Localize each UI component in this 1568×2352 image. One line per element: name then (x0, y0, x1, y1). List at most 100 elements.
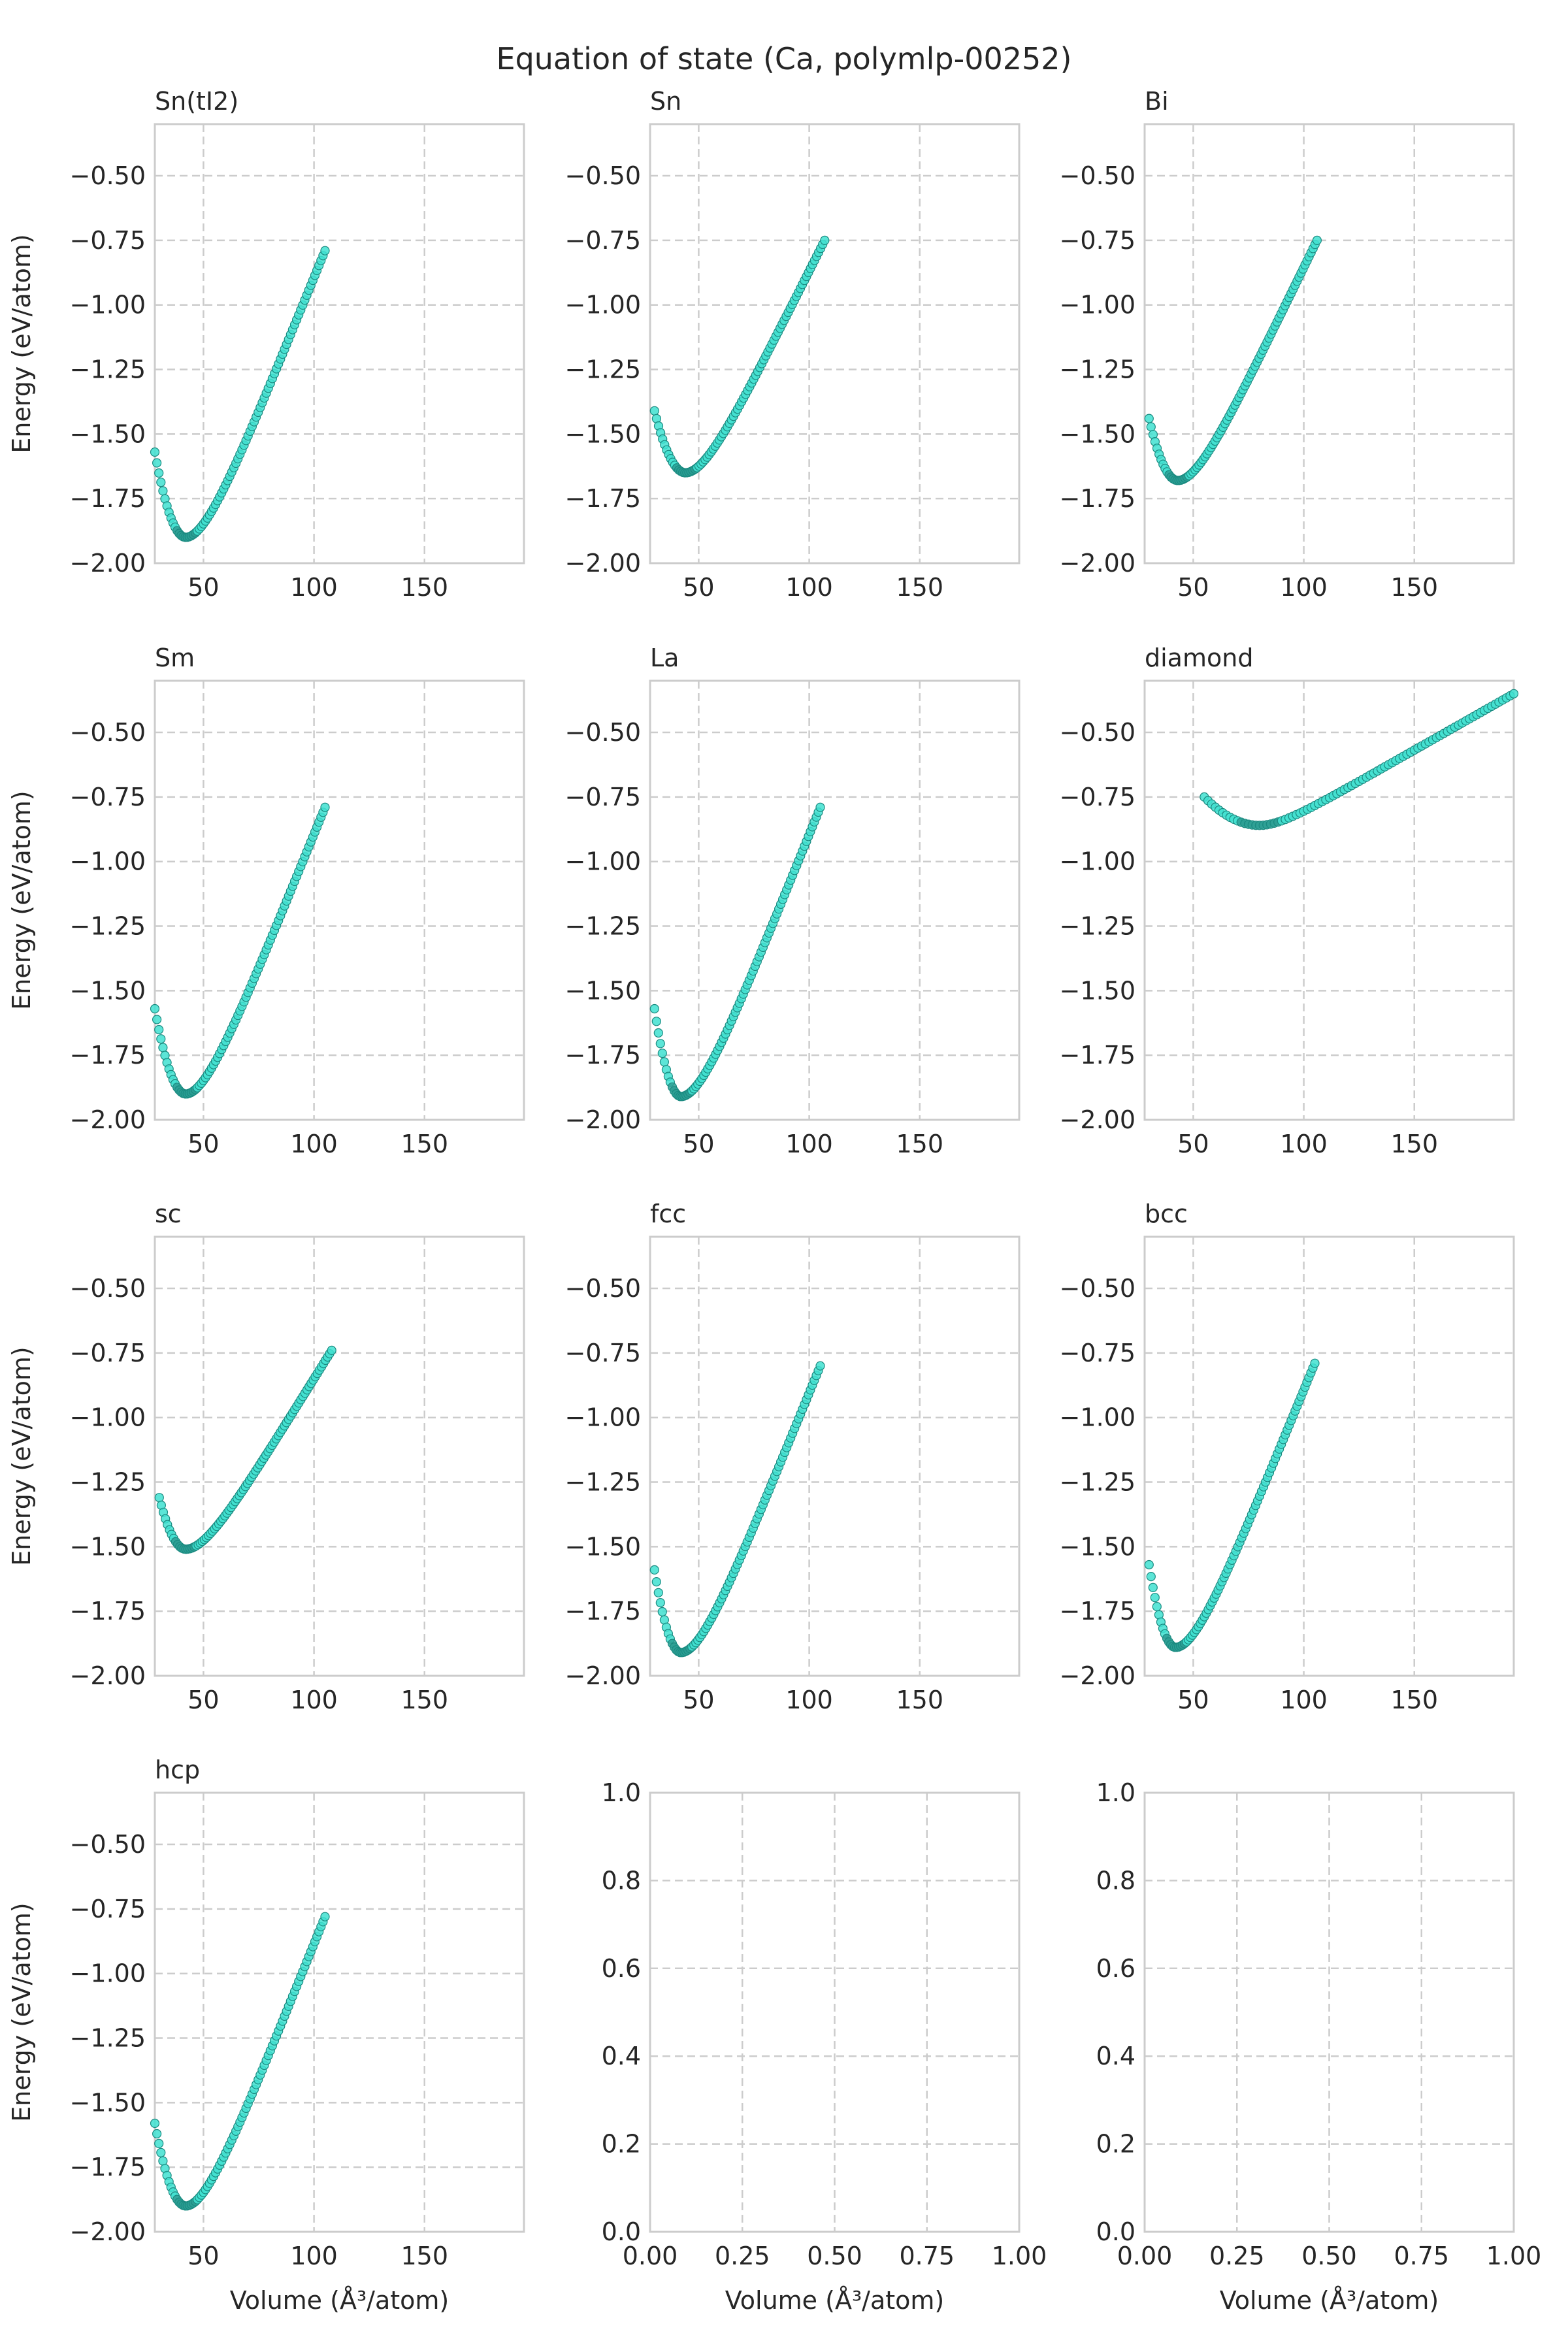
x-tick-label: 150 (400, 573, 448, 602)
x-tick-label: 0.75 (1394, 2242, 1449, 2270)
x-tick-label: 50 (188, 1686, 219, 1714)
y-tick-label: −1.00 (565, 847, 641, 876)
x-tick-label: 50 (188, 573, 219, 602)
y-tick-label: −1.50 (70, 2088, 146, 2117)
y-tick-label: −1.00 (70, 847, 146, 876)
data-point (657, 1048, 667, 1058)
data-series (150, 246, 330, 542)
y-tick-label: −2.00 (70, 549, 146, 578)
data-series (649, 802, 825, 1102)
y-tick-label: −0.75 (1060, 1339, 1135, 1367)
x-tick-label: 50 (1177, 1130, 1209, 1158)
subplot-sn: 50 100 150 −2.00 −1.75 −1.50 −1.25 −1.00 −0.75 −0… (565, 87, 1021, 602)
x-tick-label: 150 (1390, 573, 1438, 602)
x-tick-label: 50 (1177, 573, 1209, 602)
subplot-la: 50 100 150 −2.00 −1.75 −1.50 −1.25 −1.00 −0.75 −0… (565, 644, 1021, 1158)
y-tick-label: −1.50 (565, 1532, 641, 1561)
x-tick-label: 150 (400, 1686, 448, 1714)
y-tick-label: −0.50 (1060, 1274, 1135, 1303)
y-tick-label: −1.75 (70, 1597, 146, 1625)
axes-frame (1143, 1791, 1515, 2233)
data-point (651, 1017, 661, 1026)
data-series (1144, 1358, 1320, 1652)
data-point (1150, 1593, 1160, 1603)
x-tick-label: 50 (1177, 1686, 1209, 1714)
data-series (150, 1912, 330, 2211)
data-point (649, 1004, 659, 1014)
y-tick-label: −0.50 (565, 161, 641, 190)
y-tick-label: −0.50 (70, 1830, 146, 1859)
y-tick-label: −1.25 (70, 1468, 146, 1497)
y-tick-label: −2.00 (1060, 1661, 1135, 1690)
axes-frame (1143, 679, 1515, 1121)
x-tick-label: 0.50 (1301, 2242, 1357, 2270)
y-tick-label: −0.75 (1060, 783, 1135, 811)
data-point (820, 235, 830, 245)
y-tick-label: −1.00 (565, 1403, 641, 1432)
x-tick-label: 100 (290, 1686, 338, 1714)
y-tick-label: −1.25 (70, 355, 146, 384)
x-tick-label: 50 (683, 573, 714, 602)
x-tick-label: 100 (1280, 1130, 1328, 1158)
subplot-title: fcc (650, 1200, 686, 1228)
x-tick-label: 100 (1280, 1686, 1328, 1714)
data-point (154, 2138, 164, 2148)
y-tick-label: 0.2 (602, 2130, 641, 2159)
subplot-empty-11: 0.00 0.25 0.50 0.75 1.00 0.0 0.2 0.4 0.6 0.8 1.0 Vo… (1096, 1778, 1542, 2315)
y-tick-label: −2.00 (70, 2217, 146, 2246)
y-tick-label: −1.75 (1060, 484, 1135, 513)
x-tick-label: 50 (188, 2242, 219, 2270)
data-point (158, 1043, 168, 1053)
y-tick-label: −1.50 (70, 976, 146, 1005)
data-point (150, 2118, 160, 2129)
axes-frame (154, 123, 525, 564)
x-axis-label: Volume (Å³/atom) (1220, 2286, 1439, 2315)
x-tick-label: 100 (1280, 573, 1328, 602)
y-tick-label: −1.00 (70, 1403, 146, 1432)
y-axis-label: Energy (eV/atom) (7, 1347, 36, 1565)
y-tick-label: −0.50 (1060, 161, 1135, 190)
data-point (815, 802, 825, 812)
data-point (815, 1361, 825, 1371)
subplot-title: La (650, 644, 679, 672)
subplot-bi: 50 100 150 −2.00 −1.75 −1.50 −1.25 −1.00 −0.75 −0… (1060, 87, 1515, 602)
y-tick-label: −1.25 (1060, 355, 1135, 384)
subplot-diamond: 50 100 150 −2.00 −1.75 −1.50 −1.25 −1.00 −0.75 −0… (1060, 644, 1519, 1158)
y-tick-label: 0.4 (602, 2042, 641, 2070)
y-tick-label: −1.00 (70, 1959, 146, 1988)
y-tick-label: 0.2 (1096, 2130, 1135, 2159)
x-tick-label: 0.00 (623, 2242, 678, 2270)
x-tick-label: 1.00 (1486, 2242, 1542, 2270)
subplot-sn-ti2-: 50 100 150 −2.00 −1.75 −1.50 −1.25 −1.00 −0.75 −0… (7, 87, 525, 602)
y-tick-label: −0.75 (565, 226, 641, 255)
data-point (156, 1034, 166, 1044)
y-tick-label: −1.25 (565, 912, 641, 941)
y-tick-label: −0.75 (565, 783, 641, 811)
x-tick-label: 0.25 (1209, 2242, 1265, 2270)
subplot-sc: 50 100 150 −2.00 −1.75 −1.50 −1.25 −1.00 −0.75 −0… (7, 1200, 525, 1714)
axes-frame (649, 679, 1021, 1121)
x-tick-label: 100 (290, 1130, 338, 1158)
data-point (152, 1015, 162, 1024)
data-point (154, 1493, 164, 1503)
data-series (1200, 689, 1519, 830)
data-series (154, 1345, 336, 1554)
data-point (1509, 689, 1519, 698)
data-series (150, 802, 330, 1099)
y-tick-label: −1.25 (1060, 1468, 1135, 1497)
subplot-title: Sn (650, 87, 681, 116)
data-point (653, 1028, 663, 1038)
y-axis-label: Energy (eV/atom) (7, 791, 36, 1009)
subplot-title: hcp (155, 1756, 200, 1784)
x-tick-label: 1.00 (992, 2242, 1047, 2270)
data-point (320, 246, 330, 255)
axes-frame (649, 123, 1021, 564)
data-point (655, 1598, 665, 1608)
data-point (1144, 1560, 1154, 1570)
y-tick-label: −1.25 (565, 355, 641, 384)
x-tick-label: 150 (1390, 1686, 1438, 1714)
data-point (320, 802, 330, 812)
data-point (1146, 422, 1156, 432)
y-tick-label: −1.00 (1060, 1403, 1135, 1432)
